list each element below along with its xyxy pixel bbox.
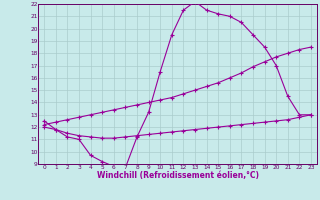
X-axis label: Windchill (Refroidissement éolien,°C): Windchill (Refroidissement éolien,°C) bbox=[97, 171, 259, 180]
